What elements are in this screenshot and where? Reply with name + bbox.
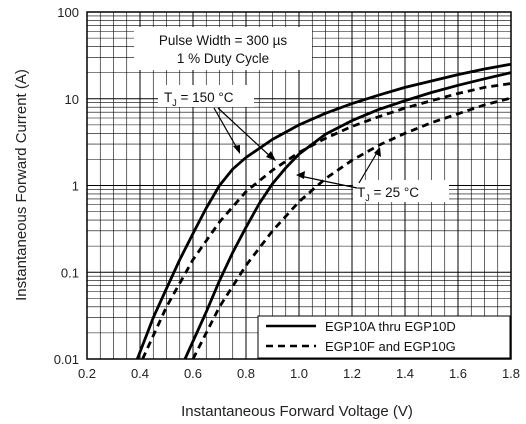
x-tick-label: 1.8 <box>502 366 520 381</box>
duty-cycle-text: 1 % Duty Cycle <box>177 51 269 66</box>
tj-25-annotation: TJ = 25 °C <box>296 147 449 203</box>
series-curve-egp10f-g-25c <box>191 96 512 360</box>
y-tick-label: 10 <box>65 92 79 107</box>
tj-150-arrow-left <box>213 107 239 151</box>
tj-25-arrow-right <box>358 150 379 184</box>
y-tick-label: 0.01 <box>54 352 79 367</box>
tj-150-label: TJ = 150 °C <box>164 90 234 108</box>
x-tick-label: 1.6 <box>449 366 467 381</box>
series-curve-egp10a-d-25c <box>183 71 512 360</box>
series-curve-egp10f-g-150c <box>141 82 512 360</box>
x-tick-label: 0.4 <box>131 366 149 381</box>
plot-frame <box>86 11 512 360</box>
pulse-width-text: Pulse Width = 300 µs <box>159 33 287 48</box>
tj-150-arrow-right <box>217 107 273 159</box>
y-tick-label: 0.1 <box>61 265 79 280</box>
y-axis-title: Instantaneous Forward Current (A) <box>13 69 30 301</box>
x-axis-title: Instantaneous Forward Voltage (V) <box>181 403 413 420</box>
legend-label-egp10a-d: EGP10A thru EGP10D <box>325 319 456 334</box>
series-curve-egp10a-d-150c <box>135 62 512 360</box>
legend: EGP10A thru EGP10D EGP10F and EGP10G <box>257 315 511 359</box>
y-tick-label: 1 <box>72 179 79 194</box>
x-tick-label: 0.6 <box>184 366 202 381</box>
y-tick-label: 100 <box>57 5 79 20</box>
tj-25-label: TJ = 25 °C <box>357 185 419 203</box>
x-tick-label: 0.2 <box>78 366 96 381</box>
tj-150-annotation: TJ = 150 °C <box>158 85 276 161</box>
curves <box>135 62 512 360</box>
tj-25-arrow-left <box>299 175 358 189</box>
legend-label-egp10f-g: EGP10F and EGP10G <box>325 339 456 354</box>
x-tick-label: 1.0 <box>290 366 308 381</box>
x-tick-label: 1.4 <box>396 366 414 381</box>
pulse-width-note: Pulse Width = 300 µs 1 % Duty Cycle <box>134 27 312 70</box>
x-tick-label: 1.2 <box>343 366 361 381</box>
x-tick-label: 0.8 <box>237 366 255 381</box>
tick-labels: 0.2 0.4 0.6 0.8 1.0 1.2 1.4 1.6 1.8 0.01 0.1 1 10 100 <box>54 5 520 381</box>
